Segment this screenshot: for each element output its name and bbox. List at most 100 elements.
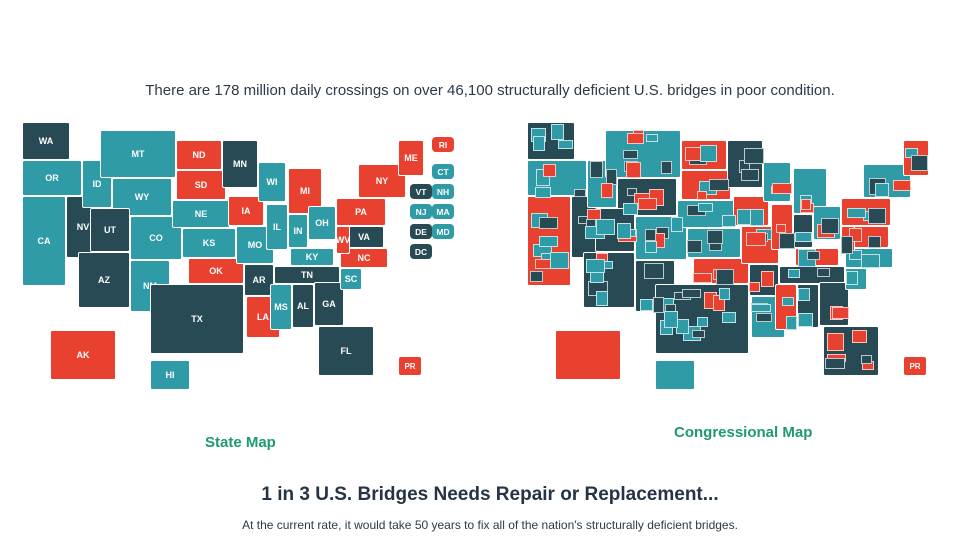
congressional-district[interactable]: [775, 223, 786, 233]
congressional-district[interactable]: [622, 202, 638, 216]
state-sd[interactable]: SD: [176, 170, 226, 200]
state-ok[interactable]: OK: [188, 258, 244, 284]
congressional-district[interactable]: [756, 312, 773, 322]
state-ut[interactable]: UT: [90, 208, 130, 252]
congressional-district[interactable]: [671, 216, 683, 233]
congressional-district[interactable]: [627, 133, 644, 144]
congressional-district[interactable]: [797, 288, 811, 301]
congressional-district[interactable]: [794, 232, 813, 243]
congressional-district[interactable]: [820, 218, 840, 234]
state-nc[interactable]: NC: [340, 248, 388, 268]
state-al[interactable]: AL: [292, 284, 314, 328]
state-wi[interactable]: [763, 162, 791, 202]
state-wv[interactable]: WV: [336, 226, 350, 254]
congressional-district[interactable]: [749, 208, 764, 226]
state-map-link[interactable]: State Map: [205, 434, 276, 451]
congressional-district[interactable]: [841, 236, 853, 254]
congressional-district[interactable]: [816, 267, 830, 277]
congressional-district[interactable]: [595, 290, 609, 307]
state-ks[interactable]: KS: [182, 228, 236, 258]
congressional-district[interactable]: [644, 241, 658, 253]
state-pr[interactable]: PR: [398, 356, 422, 376]
congressional-district[interactable]: [644, 229, 656, 242]
state-pr[interactable]: PR: [903, 356, 927, 376]
congressional-district[interactable]: [653, 297, 665, 313]
state-mn[interactable]: MN: [222, 140, 258, 188]
congressional-district[interactable]: [551, 123, 565, 140]
congressional-district[interactable]: [722, 215, 736, 227]
congressional-district[interactable]: [741, 168, 759, 182]
congressional-district[interactable]: [687, 240, 702, 253]
congressional-district[interactable]: [751, 304, 772, 313]
congressional-district[interactable]: [911, 155, 929, 172]
congressional-district[interactable]: [798, 312, 814, 328]
small-state-dc[interactable]: DC: [410, 244, 432, 259]
congressional-district[interactable]: [596, 219, 615, 235]
state-mt[interactable]: MT: [100, 130, 176, 178]
congressional-district[interactable]: [590, 161, 603, 178]
congressional-district[interactable]: [778, 232, 795, 249]
congressional-district[interactable]: [826, 333, 844, 351]
state-in[interactable]: [793, 214, 813, 248]
congressional-district[interactable]: [696, 190, 708, 201]
congressional-district[interactable]: [697, 316, 708, 328]
state-ms[interactable]: MS: [270, 284, 292, 330]
congressional-district[interactable]: [692, 330, 706, 339]
congressional-district[interactable]: [721, 312, 736, 324]
congressional-district[interactable]: [585, 259, 605, 273]
small-state-vt[interactable]: VT: [410, 184, 432, 199]
congressional-district[interactable]: [685, 147, 701, 161]
congressional-district[interactable]: [574, 188, 586, 198]
congressional-district[interactable]: [831, 306, 850, 319]
state-tx[interactable]: TX: [150, 284, 244, 354]
congressional-district[interactable]: [639, 299, 654, 311]
congressional-district[interactable]: [529, 270, 544, 283]
state-ak[interactable]: [555, 330, 621, 380]
congressional-district[interactable]: [626, 187, 638, 197]
congressional-district[interactable]: [719, 287, 731, 301]
congressional-district[interactable]: [663, 311, 679, 329]
congressional-district[interactable]: [706, 229, 723, 245]
state-hi[interactable]: HI: [150, 360, 190, 390]
state-ne[interactable]: NE: [172, 200, 230, 228]
congressional-district[interactable]: [852, 329, 867, 344]
small-state-ma[interactable]: MA: [432, 204, 454, 219]
small-state-nh[interactable]: NH: [432, 184, 454, 199]
state-ky[interactable]: KY: [290, 248, 334, 266]
congressional-district[interactable]: [772, 182, 792, 194]
congressional-district[interactable]: [860, 254, 880, 268]
small-state-nj[interactable]: NJ: [410, 204, 432, 219]
congressional-district[interactable]: [697, 203, 714, 212]
state-tn[interactable]: TN: [274, 266, 340, 284]
congressional-district[interactable]: [626, 162, 641, 178]
state-wa[interactable]: WA: [22, 122, 70, 160]
congressional-district[interactable]: [616, 223, 631, 239]
state-hi[interactable]: [655, 360, 695, 390]
state-in[interactable]: IN: [288, 214, 308, 248]
state-ia[interactable]: IA: [228, 196, 264, 226]
congressional-map-link[interactable]: Congressional Map: [674, 424, 813, 441]
congressional-district[interactable]: [782, 296, 794, 306]
congressional-district[interactable]: [622, 150, 638, 159]
state-pa[interactable]: PA: [336, 198, 386, 226]
congressional-district[interactable]: [532, 136, 546, 151]
congressional-district[interactable]: [744, 147, 764, 164]
small-state-ri[interactable]: RI: [432, 137, 454, 152]
congressional-district[interactable]: [715, 269, 734, 285]
congressional-district[interactable]: [549, 251, 570, 270]
state-oh[interactable]: OH: [308, 206, 336, 240]
state-wi[interactable]: WI: [258, 162, 286, 202]
congressional-district[interactable]: [682, 289, 702, 299]
small-state-md[interactable]: MD: [432, 224, 454, 239]
congressional-district[interactable]: [746, 232, 766, 247]
congressional-district[interactable]: [875, 183, 889, 197]
state-va[interactable]: VA: [344, 226, 384, 248]
congressional-district[interactable]: [801, 198, 812, 210]
state-nd[interactable]: ND: [176, 140, 222, 170]
state-ca[interactable]: CA: [22, 196, 66, 286]
congressional-district[interactable]: [638, 197, 658, 210]
congressional-district[interactable]: [893, 180, 911, 191]
state-ar[interactable]: AR: [244, 264, 274, 296]
congressional-district[interactable]: [646, 133, 659, 142]
congressional-district[interactable]: [867, 236, 882, 249]
